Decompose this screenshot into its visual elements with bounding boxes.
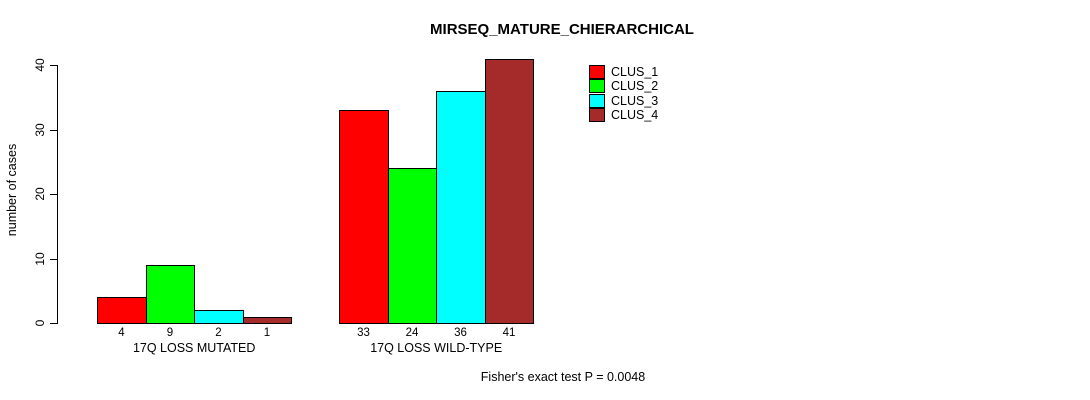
- pvalue-annotation: Fisher's exact test P = 0.0048: [480, 370, 646, 384]
- bar-clus_4-group1: [243, 317, 292, 324]
- bar-clus_3-group1: [194, 310, 244, 324]
- y-tick-mark: [50, 259, 57, 260]
- legend-item: CLUS_3: [589, 93, 659, 108]
- bar-value-label: 1: [263, 327, 271, 339]
- legend-label: CLUS_3: [611, 93, 659, 108]
- y-axis-title: number of cases: [5, 143, 19, 237]
- legend-label: CLUS_4: [611, 108, 659, 123]
- bar-value-label: 33: [357, 327, 370, 339]
- y-tick-label: 10: [33, 252, 47, 266]
- bar-clus_1-group2: [339, 110, 389, 324]
- bar-value-label: 4: [118, 327, 125, 339]
- legend-swatch-icon: [589, 108, 605, 123]
- y-tick-mark: [50, 323, 57, 324]
- y-tick-label: 0: [33, 319, 47, 327]
- chart-title: MIRSEQ_MATURE_CHIERARCHICAL: [430, 21, 694, 38]
- bar-clus_1-group1: [97, 297, 147, 324]
- y-tick-label: 20: [33, 187, 47, 201]
- group-label: 17Q LOSS MUTATED: [132, 341, 256, 355]
- bar-value-label: 24: [405, 327, 419, 339]
- legend-label: CLUS_2: [611, 79, 659, 94]
- bar-value-label: 41: [502, 327, 516, 339]
- bar-clus_2-group1: [146, 265, 195, 324]
- y-tick-mark: [50, 194, 57, 195]
- legend-swatch-icon: [589, 79, 605, 94]
- bar-value-label: 36: [454, 327, 467, 339]
- y-tick-mark: [50, 130, 57, 131]
- legend-item: CLUS_4: [589, 108, 659, 123]
- bar-clus_3-group2: [436, 91, 486, 324]
- group-label: 17Q LOSS WILD-TYPE: [370, 341, 503, 355]
- legend: CLUS_1 CLUS_2 CLUS_3 CLUS_4: [589, 65, 659, 123]
- legend-label: CLUS_1: [611, 65, 659, 80]
- legend-swatch-icon: [589, 93, 605, 108]
- y-tick-label: 40: [33, 58, 47, 72]
- bar-value-label: 2: [215, 327, 222, 339]
- legend-item: CLUS_2: [589, 79, 659, 94]
- legend-item: CLUS_1: [589, 65, 659, 80]
- bar-clus_4-group2: [485, 59, 534, 324]
- bar-value-label: 9: [166, 327, 174, 339]
- y-tick-mark: [50, 65, 57, 66]
- y-tick-label: 30: [33, 123, 47, 137]
- y-axis-line: [57, 65, 58, 324]
- legend-swatch-icon: [589, 65, 605, 80]
- bar-clus_2-group2: [388, 168, 437, 324]
